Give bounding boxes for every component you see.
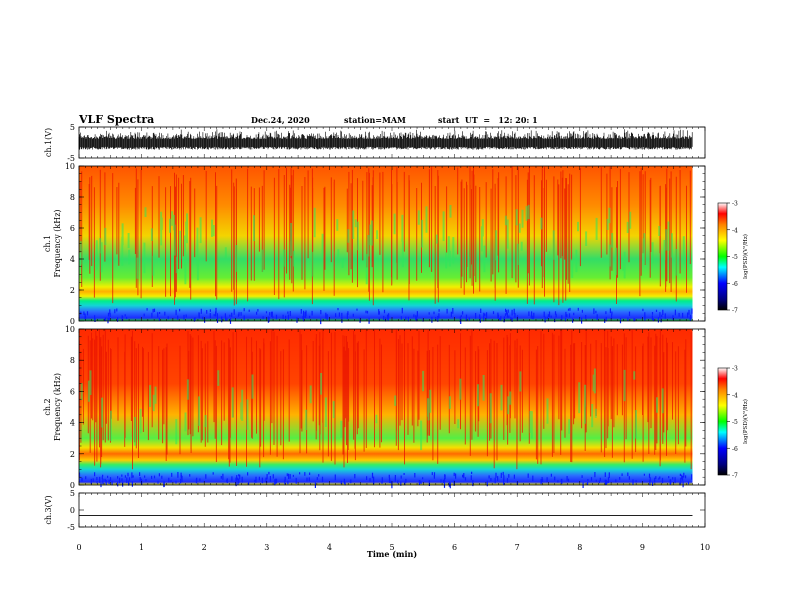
- y-tick-label: 2: [70, 286, 75, 295]
- y-tick-label: 0: [70, 481, 75, 490]
- y-tick-label: 10: [65, 325, 75, 334]
- y-tick-label: 6: [70, 224, 75, 233]
- y-tick-label: -5: [67, 154, 75, 163]
- spectrogram-1-background: [79, 166, 693, 321]
- colorbar-2-tick-label: -3: [732, 366, 738, 373]
- x-tick-label: 10: [700, 543, 710, 552]
- colorbar-1-tick-label: -5: [732, 254, 738, 261]
- y-tick-label: 5: [70, 489, 75, 498]
- x-tick-label: 6: [452, 543, 457, 552]
- y-tick-label: 10: [65, 162, 75, 171]
- colorbar-2: [717, 367, 728, 476]
- panel-1-channel-label: ch.1: [43, 235, 52, 252]
- colorbar-1-tick-label: -7: [732, 308, 738, 315]
- colorbar-2-label: log(PSD)(V²/Hz): [742, 399, 749, 444]
- start-time-label: start UT = 12: 20: 1: [438, 115, 538, 125]
- ch1-waveform-trace: [78, 129, 693, 150]
- y-tick-label: 0: [70, 317, 75, 326]
- y-tick-label: 4: [70, 255, 75, 264]
- colorbar-2-tick-label: -7: [732, 473, 738, 480]
- y-tick-label: 8: [70, 193, 75, 202]
- x-axis-label: Time (min): [367, 549, 417, 559]
- colorbar-1-label: log(PSD)(V²/Hz): [742, 234, 749, 279]
- y-tick-label: 0: [70, 506, 75, 515]
- panel-3-y-axis-label: ch.3(V): [44, 495, 53, 524]
- x-tick-label: 8: [577, 543, 582, 552]
- panel-1-y-axis-label: Frequency (kHz): [53, 209, 62, 277]
- colorbar-2-tick-label: -4: [732, 392, 738, 399]
- x-tick-label: 5: [389, 543, 394, 552]
- y-tick-label: 5: [70, 123, 75, 132]
- spectrogram-2-lowband: [78, 471, 693, 489]
- x-tick-label: 9: [640, 543, 645, 552]
- x-tick-label: 3: [264, 543, 269, 552]
- station-label: station=MAM: [344, 115, 406, 125]
- x-tick-label: 2: [202, 543, 207, 552]
- y-tick-label: 4: [70, 419, 75, 428]
- colorbar-1-tick-label: -6: [732, 281, 738, 288]
- spectrogram-2-background: [79, 329, 693, 485]
- panel-0-y-axis-label: ch.1(V): [44, 128, 53, 157]
- colorbar-1: [717, 202, 728, 311]
- x-tick-label: 1: [139, 543, 144, 552]
- x-tick-label: 4: [327, 543, 332, 552]
- panel-2-channel-label: ch.2: [43, 398, 52, 415]
- colorbar-1-tick-label: -3: [732, 201, 738, 208]
- figure-title: VLF Spectra: [79, 113, 155, 126]
- colorbar-1-tick-label: -4: [732, 227, 738, 234]
- y-tick-label: 6: [70, 387, 75, 396]
- panel-2-y-axis-label: Frequency (kHz): [53, 373, 62, 441]
- y-tick-label: -5: [67, 523, 75, 532]
- date-label: Dec.24, 2020: [251, 115, 310, 125]
- colorbar-2-tick-label: -6: [732, 446, 738, 453]
- spectrogram-2-speckle: [80, 368, 664, 451]
- colorbar-2-tick-label: -5: [732, 419, 738, 426]
- x-tick-label: 7: [515, 543, 520, 552]
- spectrogram-1-speckle: [79, 204, 685, 285]
- x-tick-label: 0: [76, 543, 81, 552]
- panel-3-frame: [78, 492, 706, 528]
- y-tick-label: 8: [70, 356, 75, 365]
- y-tick-label: 2: [70, 450, 75, 459]
